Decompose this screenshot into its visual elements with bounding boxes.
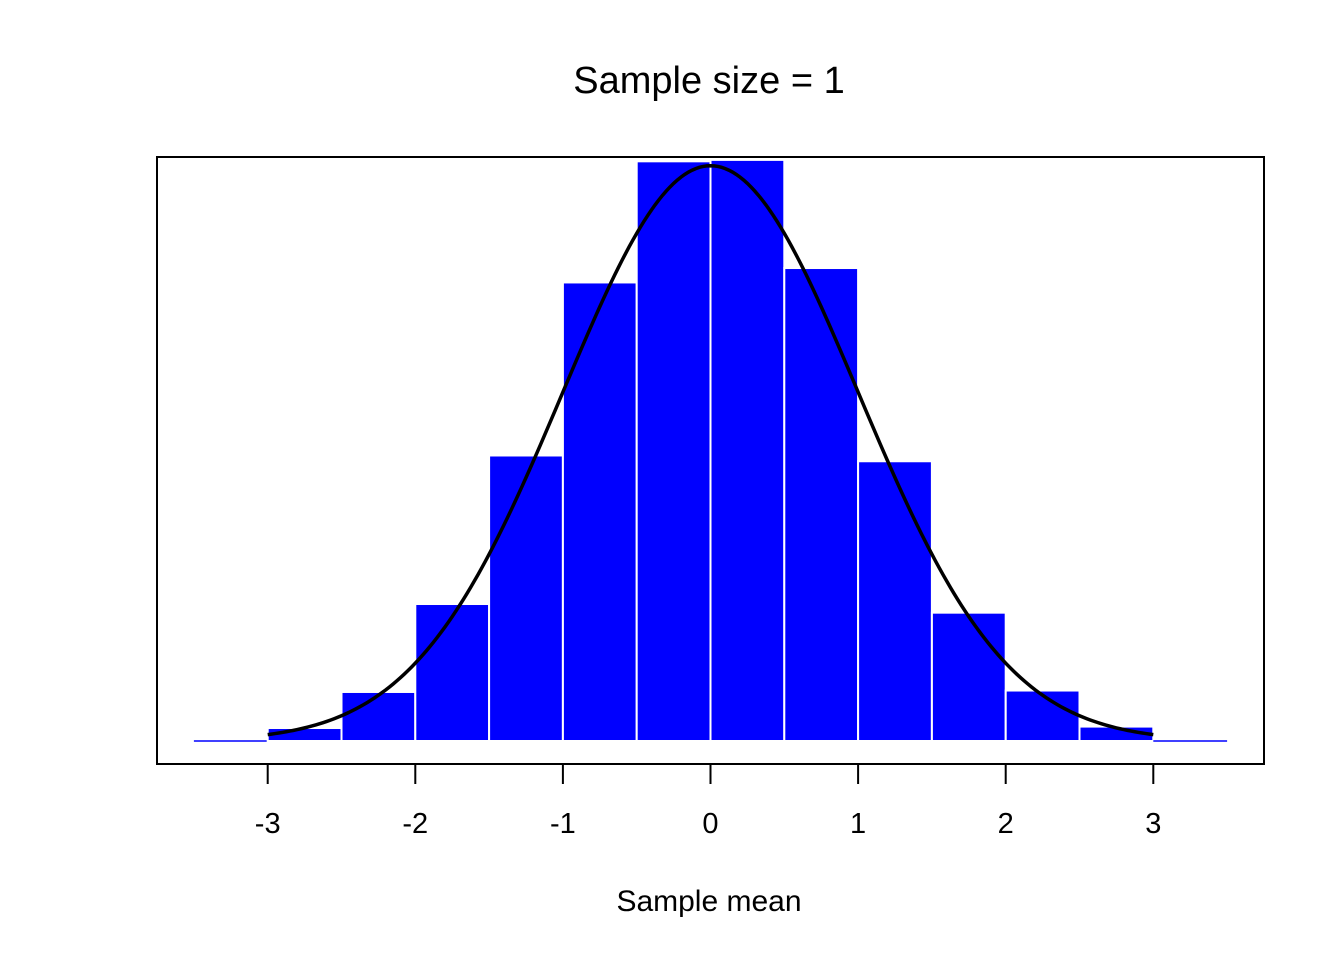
chart-title: Sample size = 1 [573, 60, 844, 102]
x-tick-label: 0 [702, 808, 718, 840]
histogram-bar [1004, 689, 1081, 743]
x-tick-label: 1 [850, 808, 866, 840]
histogram-bar [783, 267, 860, 742]
x-axis: -3 -2 -1 0 1 2 3 [255, 763, 1161, 840]
x-tick-label: -2 [402, 808, 428, 840]
x-tick-label: 2 [998, 808, 1014, 840]
histogram-bar [561, 281, 638, 742]
normal-density-curve [267, 163, 1154, 737]
x-tick-label: -1 [550, 808, 576, 840]
histogram-bar [635, 160, 712, 742]
histogram-bar [340, 690, 417, 742]
histogram-bar [488, 454, 564, 742]
histogram-bar [414, 603, 491, 742]
histogram-bar [709, 158, 786, 742]
histogram-bar [930, 611, 1007, 742]
histogram-bars [193, 158, 1228, 743]
x-tick-label: -3 [255, 808, 281, 840]
x-tick-label: 3 [1145, 808, 1161, 840]
histogram-bar [857, 460, 933, 742]
x-axis-label: Sample mean [616, 885, 801, 918]
